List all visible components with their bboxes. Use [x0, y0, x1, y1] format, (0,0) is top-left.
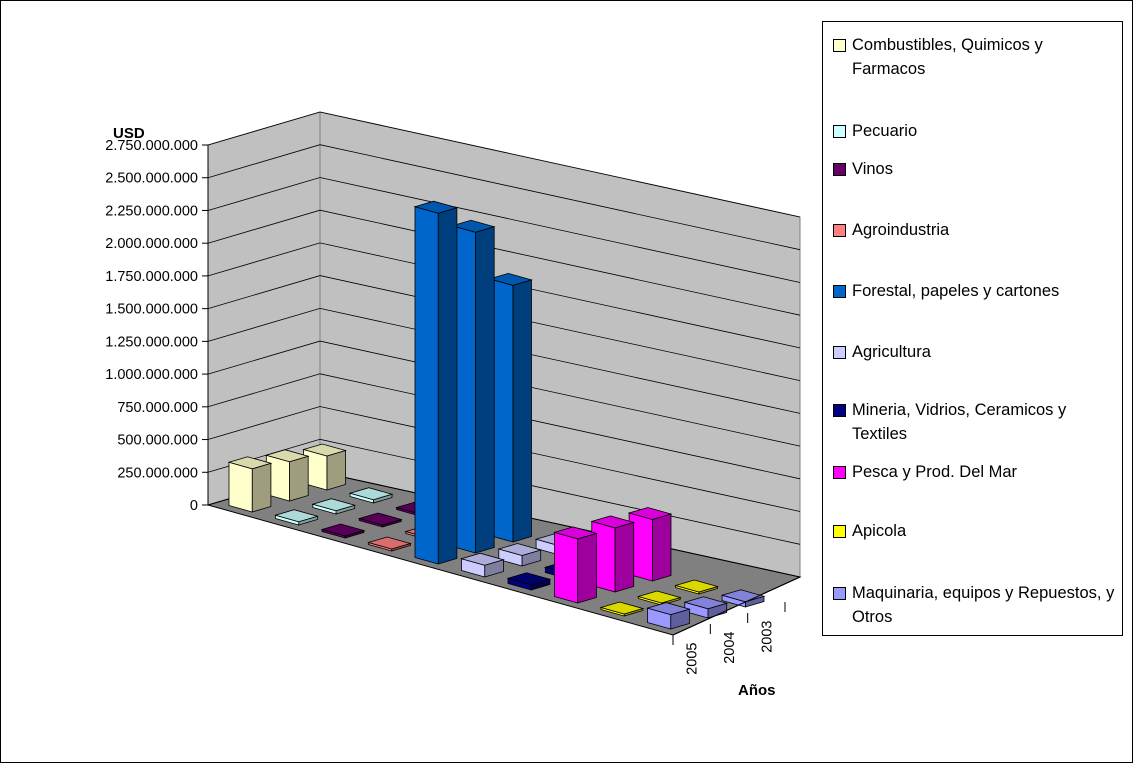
y-tick-label: 2.000.000.000: [105, 236, 198, 252]
y-tick-label: 500.000.000: [117, 433, 198, 449]
bar: [497, 543, 543, 567]
gridline: [207, 406, 801, 512]
bar: [599, 601, 645, 617]
x-tick-label: 2004: [722, 632, 738, 664]
bar: [627, 507, 673, 582]
legend-swatch: [833, 285, 846, 298]
bar: [506, 572, 552, 591]
x-axis-title: Años: [738, 682, 776, 699]
bar: [348, 487, 394, 504]
bar: [302, 443, 347, 491]
gridline: [207, 275, 801, 381]
x-axis-line: [672, 576, 801, 636]
legend-label: Pesca y Prod. Del Mar: [852, 463, 1018, 481]
legend-label: Agroindustria: [852, 221, 950, 239]
bar: [264, 449, 310, 502]
bar: [413, 200, 459, 565]
gridline: [207, 307, 801, 414]
gridline: [207, 144, 801, 251]
y-tick-label: 1.000.000.000: [105, 367, 198, 383]
legend-swatch: [833, 404, 846, 417]
x-axis-ticks: 2005 2004 2003: [672, 576, 801, 675]
legend-swatch: [833, 346, 846, 359]
y-tick-label: 0: [190, 498, 198, 514]
gridline: [207, 209, 801, 316]
side-wall: [207, 111, 321, 506]
bar: [553, 526, 598, 604]
bar: [683, 596, 729, 619]
y-tick-label: 2.500.000.000: [105, 171, 198, 187]
gridline: [207, 373, 801, 480]
x-tick-label: 2003: [759, 621, 775, 653]
bar: [450, 219, 496, 554]
bar: [274, 509, 319, 526]
bars: [227, 200, 766, 630]
legend-swatch: [833, 525, 846, 538]
legend-label: Agricultura: [852, 343, 931, 361]
legend-label: Apicola: [852, 522, 907, 540]
legend-swatch: [833, 587, 846, 600]
x-tick-label: 2005: [685, 643, 701, 675]
y-tick-label: 1.750.000.000: [105, 269, 198, 285]
gridline: [207, 177, 801, 283]
y-tick-label: 1.500.000.000: [105, 302, 198, 318]
bar: [357, 512, 403, 528]
legend-swatch: [833, 224, 846, 237]
gridline: [207, 340, 801, 447]
bar: [311, 498, 357, 515]
legend-swatch: [833, 466, 846, 479]
legend-swatch: [833, 125, 846, 138]
gridline: [207, 111, 801, 218]
legend-label: Forestal, papeles y cartones: [852, 282, 1060, 300]
legend-swatch: [833, 163, 846, 176]
y-tick-label: 1.250.000.000: [105, 334, 198, 350]
legend-label: Vinos: [852, 160, 893, 178]
y-tick-label: 2.750.000.000: [105, 138, 198, 154]
bar: [367, 536, 412, 552]
y-axis-ticks: 0 250.000.000 500.000.000 750.000.000 1.000.…: [105, 138, 209, 514]
bar: [227, 456, 273, 513]
legend-label: Maquinaria, equipos y Repuestos, y Otros: [852, 584, 1115, 626]
bar: [674, 579, 719, 595]
bar: [488, 272, 533, 543]
y-tick-label: 250.000.000: [117, 465, 198, 481]
legend: Combustibles, Quimicos y Farmacos Pecuari…: [822, 21, 1123, 636]
y-tick-label: 750.000.000: [117, 400, 198, 416]
y-axis-title: USD: [113, 125, 145, 142]
legend-label: Combustibles, Quimicos y Farmacos: [852, 36, 1043, 78]
bar: [646, 602, 691, 630]
legend-label: Mineria, Vidrios, Ceramicos y Textiles: [852, 401, 1067, 443]
gridline: [207, 242, 801, 349]
bar: [590, 515, 636, 593]
legend-swatch: [833, 39, 846, 52]
legend-label: Pecuario: [852, 122, 918, 140]
y-tick-label: 2.250.000.000: [105, 203, 198, 219]
bar: [460, 552, 505, 578]
bar: [320, 523, 366, 539]
